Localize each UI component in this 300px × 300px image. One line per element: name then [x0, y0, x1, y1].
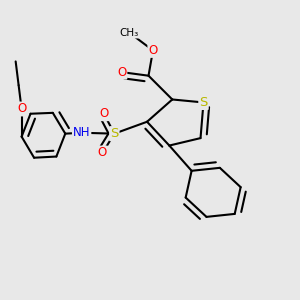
Text: CH₃: CH₃ [120, 28, 139, 38]
Text: S: S [199, 96, 208, 109]
Text: O: O [17, 103, 26, 116]
Text: O: O [148, 44, 158, 57]
Text: S: S [110, 127, 118, 140]
Text: O: O [99, 107, 109, 120]
Text: O: O [117, 66, 126, 79]
Text: O: O [98, 146, 107, 160]
Text: NH: NH [73, 126, 90, 139]
